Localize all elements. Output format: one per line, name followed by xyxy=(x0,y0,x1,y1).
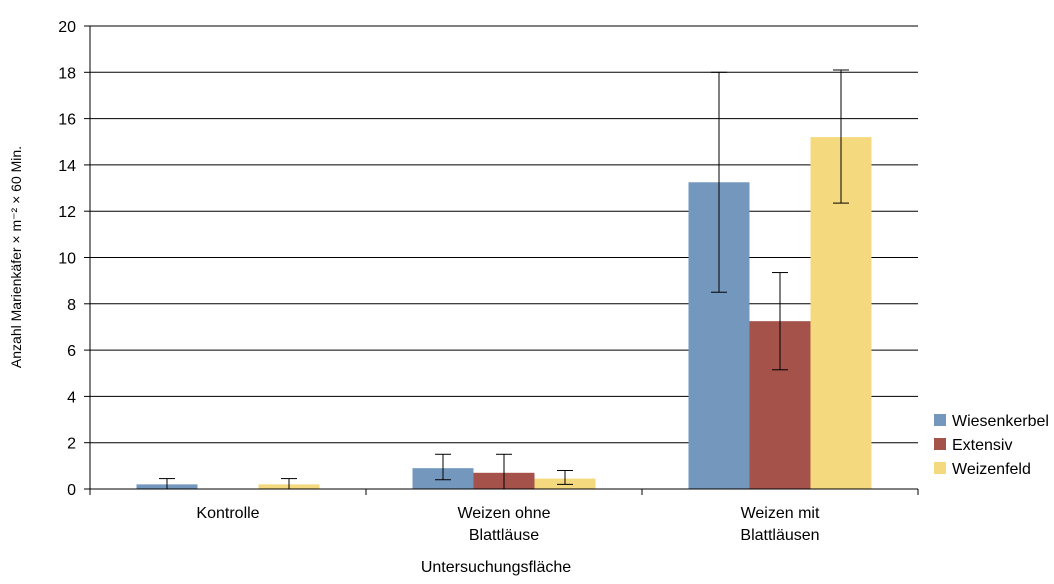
x-tick-label: Blattläuse xyxy=(469,527,539,544)
y-tick-label: 14 xyxy=(58,158,76,175)
y-tick-labels: 0 2 4 6 8 10 12 14 16 18 20 xyxy=(58,19,76,499)
bars xyxy=(136,137,872,489)
y-tick-label: 0 xyxy=(67,482,76,499)
x-tick-label: Kontrolle xyxy=(196,505,259,522)
axes xyxy=(84,25,919,495)
y-tick-label: 10 xyxy=(58,251,76,268)
y-tick-label: 20 xyxy=(58,19,76,36)
y-tick-label: 4 xyxy=(67,389,76,406)
legend-swatch xyxy=(934,462,946,474)
gridlines xyxy=(90,25,918,444)
y-tick-label: 16 xyxy=(58,112,76,129)
legend-swatch xyxy=(934,414,946,426)
legend-label: Extensiv xyxy=(952,437,1012,454)
x-tick-label: Weizen ohne xyxy=(457,505,550,522)
legend-label: Weizenfeld xyxy=(952,461,1031,478)
y-tick-label: 18 xyxy=(58,65,76,82)
error-bars xyxy=(159,69,849,490)
y-axis-label: Anzahl Marienkäfer × m⁻² × 60 Min. xyxy=(8,146,24,368)
y-tick-label: 12 xyxy=(58,204,76,221)
legend-label: Wiesenkerbel xyxy=(952,413,1049,430)
x-tick-labels: Kontrolle Weizen ohne Blattläuse Weizen mit… xyxy=(196,505,820,544)
x-axis-label: Untersuchungsfläche xyxy=(421,559,571,576)
y-tick-label: 6 xyxy=(67,343,76,360)
x-tick-label: Blattläusen xyxy=(740,527,819,544)
y-tick-label: 2 xyxy=(67,436,76,453)
x-tick-label: Weizen mit xyxy=(741,505,820,522)
y-tick-label: 8 xyxy=(67,297,76,314)
legend-swatch xyxy=(934,438,946,450)
legend: Wiesenkerbel Extensiv Weizenfeld xyxy=(934,413,1049,478)
